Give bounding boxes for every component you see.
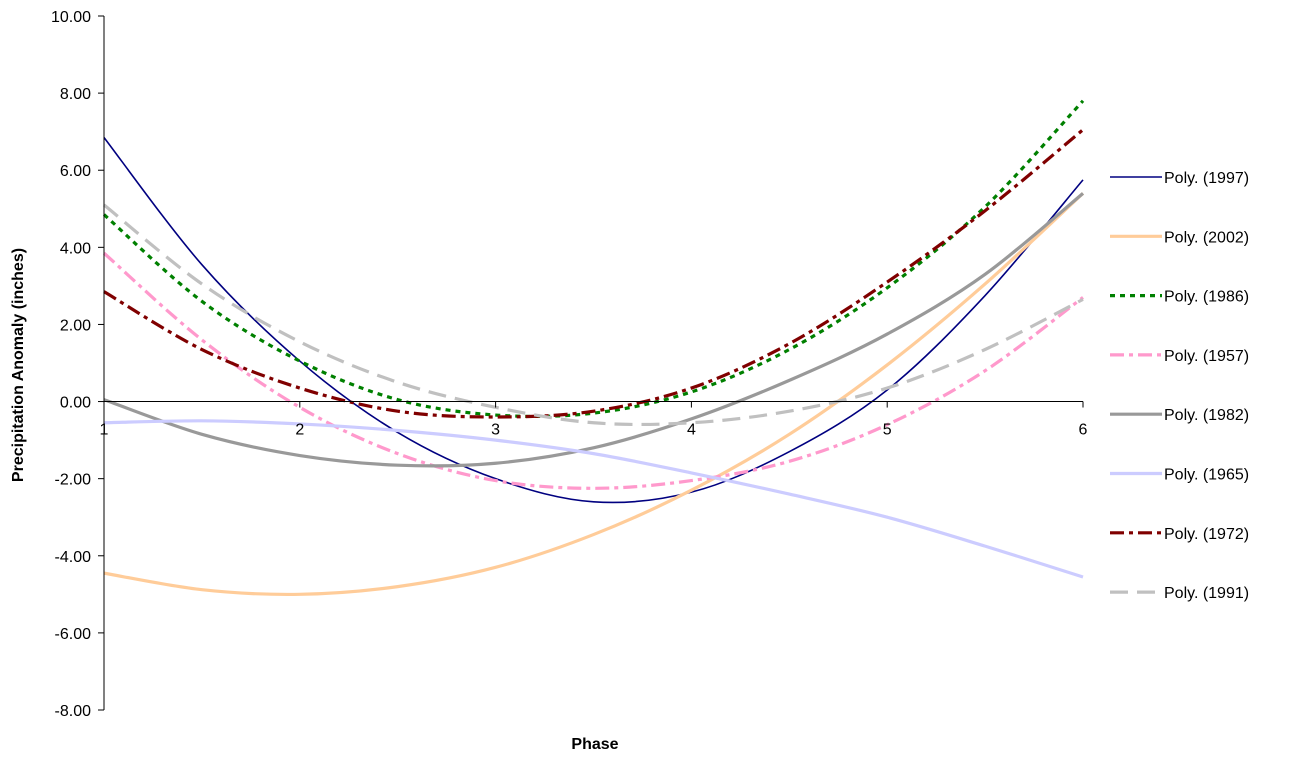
series-line-4 bbox=[102, 251, 1084, 490]
y-tick-label: 10.00 bbox=[51, 9, 91, 26]
y-axis-title: Precipitation Anomaly (inches) bbox=[10, 248, 27, 482]
legend-item: Poly. (1965) bbox=[1110, 467, 1249, 484]
legend-item: Poly. (1957) bbox=[1110, 348, 1249, 365]
x-tick-label: 4 bbox=[687, 422, 696, 439]
y-tick-label: -2.00 bbox=[55, 472, 92, 489]
legend-item: Poly. (1997) bbox=[1110, 170, 1249, 187]
series-line-8 bbox=[102, 203, 1084, 427]
y-tick-label: -8.00 bbox=[55, 703, 92, 720]
series-line-5 bbox=[103, 192, 1085, 468]
series-line-7 bbox=[103, 128, 1085, 419]
y-tick-label: 2.00 bbox=[60, 317, 91, 334]
series-line-6 bbox=[103, 419, 1084, 579]
x-tick-label: 2 bbox=[295, 422, 304, 439]
legend-item: Poly. (1982) bbox=[1110, 407, 1249, 424]
legend-label: Poly. (1965) bbox=[1164, 467, 1249, 484]
x-tick-label: 3 bbox=[491, 422, 500, 439]
legend-label: Poly. (1997) bbox=[1164, 170, 1249, 187]
series-line-3 bbox=[102, 99, 1085, 419]
legend-label: Poly. (1957) bbox=[1164, 348, 1249, 365]
y-tick-labels: -8.00 -6.00 -4.00 -2.00 0.00 2.00 4.00 6.00 8.00… bbox=[51, 9, 91, 720]
x-tick-label: 5 bbox=[883, 422, 892, 439]
legend: Poly. (1997) Poly. (2002) Poly. (1986) Poly… bbox=[1110, 170, 1249, 602]
legend-item: Poly. (1986) bbox=[1110, 289, 1249, 306]
series-line-1 bbox=[103, 136, 1084, 504]
axes-group bbox=[98, 15, 1084, 711]
legend-item: Poly. (2002) bbox=[1110, 229, 1249, 246]
series-group bbox=[102, 99, 1085, 597]
legend-label: Poly. (2002) bbox=[1164, 229, 1249, 246]
legend-item: Poly. (1972) bbox=[1110, 526, 1249, 543]
series-line-2 bbox=[103, 192, 1085, 597]
legend-label: Poly. (1982) bbox=[1164, 407, 1249, 424]
y-tick-label: -6.00 bbox=[55, 626, 92, 643]
y-tick-label: 6.00 bbox=[60, 163, 91, 180]
legend-label: Poly. (1972) bbox=[1164, 526, 1249, 543]
legend-item: Poly. (1991) bbox=[1110, 585, 1249, 602]
legend-label: Poly. (1986) bbox=[1164, 289, 1249, 306]
y-tick-label: 0.00 bbox=[60, 395, 91, 412]
legend-label: Poly. (1991) bbox=[1164, 585, 1249, 602]
y-tick-label: 4.00 bbox=[60, 240, 91, 257]
y-tick-label: 8.00 bbox=[60, 86, 91, 103]
x-tick-label: 6 bbox=[1079, 422, 1088, 439]
x-axis-title: Phase bbox=[571, 736, 618, 753]
y-tick-label: -4.00 bbox=[55, 549, 92, 566]
